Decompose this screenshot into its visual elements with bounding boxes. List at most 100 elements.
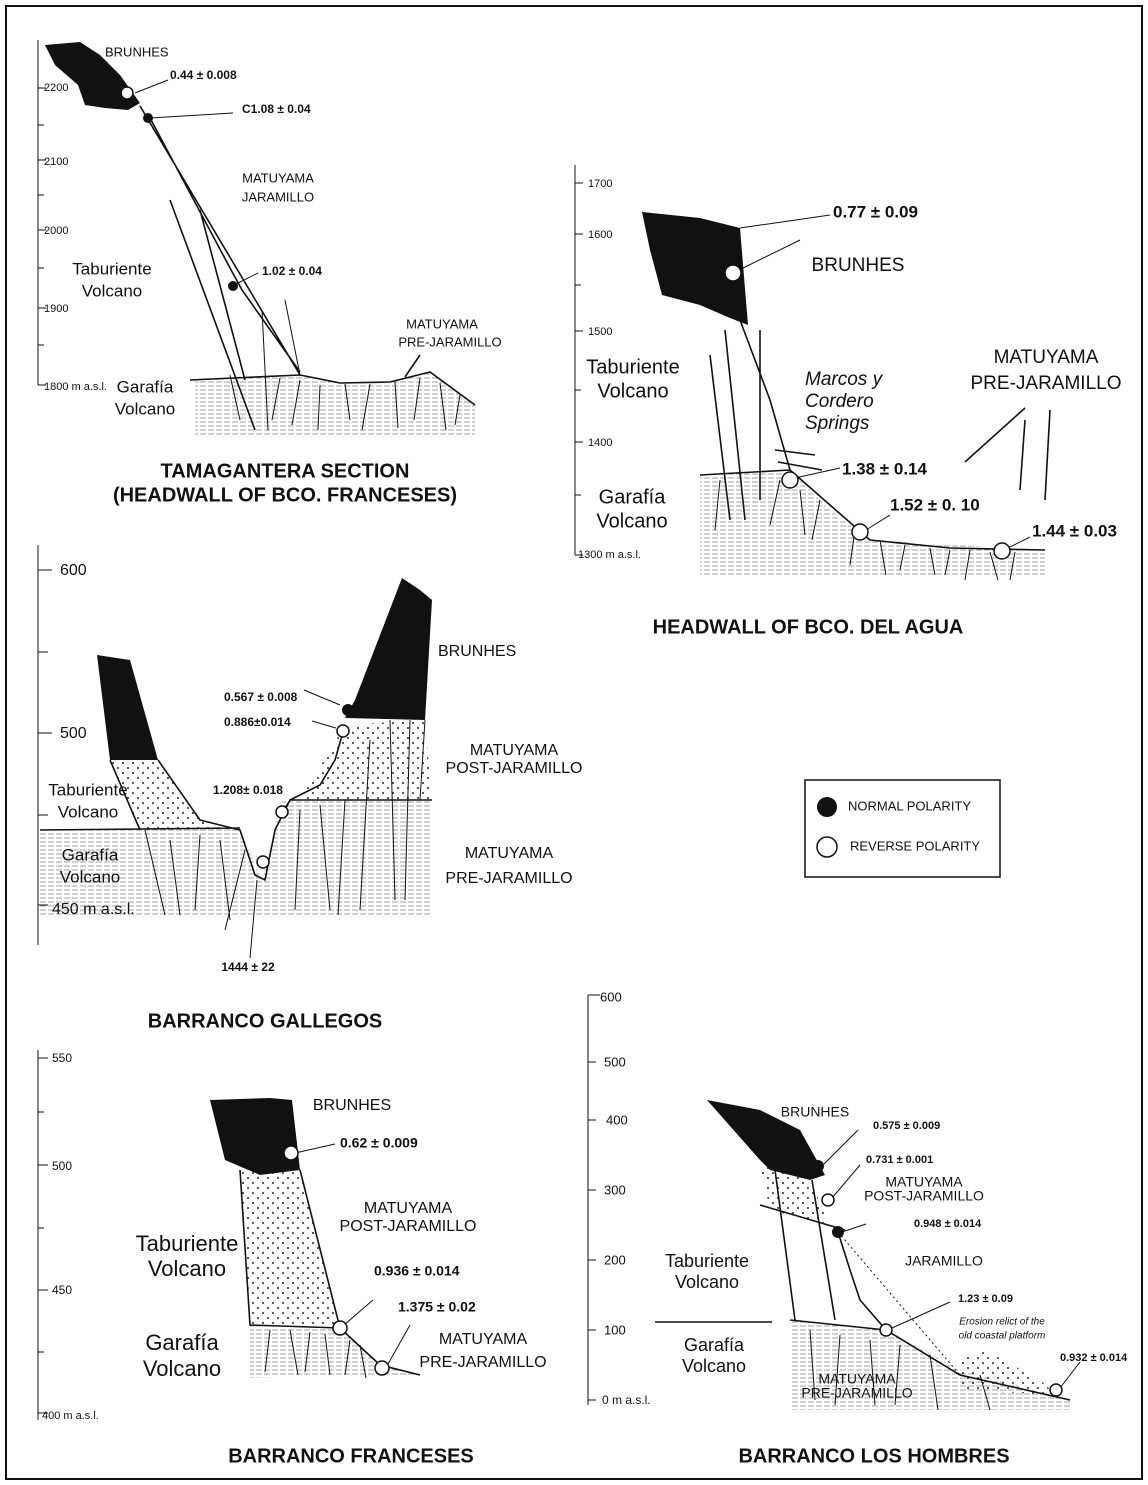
section-label: 0.44 ± 0.008 (170, 68, 237, 82)
section-label: 0.936 ± 0.014 (374, 1263, 460, 1279)
normal-site (342, 704, 354, 716)
section-label: 1.02 ± 0.04 (262, 264, 322, 278)
section-label: Taburiente (586, 356, 679, 378)
elevation-tick-label: 1900 (44, 303, 68, 315)
elevation-tick-label: 1300 m a.s.l. (578, 549, 641, 561)
section-title: BARRANCO FRANCESES (228, 1445, 474, 1467)
elevation-tick-label: 400 m a.s.l. (42, 1410, 99, 1422)
section-title: TAMAGANTERA SECTION (161, 460, 410, 482)
section-label: 1.52 ± 0. 10 (890, 495, 980, 514)
section-label: 0.575 ± 0.009 (873, 1120, 940, 1132)
elevation-tick-label: 200 (604, 1252, 626, 1267)
reverse-site (781, 471, 799, 489)
section-label: MATUYAMA (364, 1200, 453, 1217)
section-label: 1444 ± 22 (221, 960, 275, 974)
reverse-site (724, 264, 742, 282)
section-label: Volcano (60, 867, 121, 886)
section-label: Volcano (675, 1272, 739, 1292)
legend-label: NORMAL POLARITY (848, 798, 971, 813)
reverse-site (993, 542, 1011, 560)
section-label: PRE-JARAMILLO (801, 1385, 912, 1401)
section-label: MATUYAMA (465, 845, 554, 862)
section-label: Volcano (82, 281, 143, 300)
reverse-site (374, 1360, 390, 1376)
section-label: 0.77 ± 0.09 (833, 202, 918, 221)
section-label: POST-JARAMILLO (340, 1218, 477, 1235)
reverse-site (256, 855, 270, 869)
section-label: MATUYAMA (994, 347, 1099, 368)
normal-site (228, 281, 238, 291)
legend-label: REVERSE POLARITY (850, 838, 980, 853)
section-label: Taburiente (665, 1251, 749, 1271)
section-label: Taburiente (72, 259, 151, 278)
elevation-tick-label: 1400 (588, 437, 612, 449)
section-label: 1.38 ± 0.14 (842, 459, 927, 478)
elevation-tick-label: 450 (52, 1283, 72, 1297)
elevation-tick-label: 300 (604, 1182, 626, 1197)
section-label: POST-JARAMILLO (446, 760, 583, 777)
franceses-section (37, 1050, 421, 1420)
section-label: C1.08 ± 0.04 (242, 102, 311, 116)
section-label: MATUYAMA (439, 1331, 528, 1348)
section-label: PRE-JARAMILLO (398, 334, 501, 349)
section-label: MATUYAMA (470, 742, 559, 759)
elevation-tick-label: 500 (604, 1054, 626, 1069)
section-label: Volcano (58, 802, 119, 821)
elevation-tick-label: 2100 (44, 156, 68, 168)
elevation-tick-label: 1800 m a.s.l. (44, 381, 107, 393)
elevation-tick-label: 500 (52, 1159, 72, 1173)
agua-section (574, 165, 1051, 581)
section-label: Garafía (62, 845, 119, 864)
section-title: HEADWALL OF BCO. DEL AGUA (653, 616, 964, 638)
section-label: JARAMILLO (905, 1253, 983, 1269)
section-label: BRUNHES (313, 1097, 391, 1114)
elevation-tick-label: 550 (52, 1051, 72, 1065)
section-label: MATUYAMA (406, 316, 478, 331)
elevation-tick-label: 500 (60, 725, 87, 742)
legend (804, 779, 1001, 878)
section-label: Erosion relict of the (959, 1317, 1045, 1328)
reverse-site (821, 1193, 835, 1207)
normal-site (832, 1226, 844, 1238)
section-label: JARAMILLO (242, 189, 314, 204)
elevation-tick-label: 1700 (588, 178, 612, 190)
section-label: old coastal platform (959, 1331, 1046, 1342)
section-label: Volcano (143, 1356, 221, 1381)
hombres-section (587, 994, 1081, 1411)
elevation-tick-label: 600 (600, 989, 622, 1004)
elevation-tick-label: 2000 (44, 225, 68, 237)
reverse-site (1049, 1383, 1063, 1397)
section-title: BARRANCO GALLEGOS (148, 1010, 382, 1032)
reverse-site (120, 86, 134, 100)
section-label: Volcano (682, 1356, 746, 1376)
section-title: BARRANCO LOS HOMBRES (738, 1445, 1009, 1467)
reverse-site (332, 1320, 348, 1336)
normal-site (812, 1160, 824, 1172)
section-label: Springs (805, 413, 870, 434)
section-label: 0.948 ± 0.014 (914, 1218, 982, 1230)
section-label: Marcos y (805, 369, 884, 390)
section-label: Garafía (684, 1335, 745, 1355)
reverse-site (851, 523, 869, 541)
tamagantera-section (37, 40, 476, 435)
section-label: MATUYAMA (885, 1174, 963, 1190)
section-label: PRE-JARAMILLO (445, 870, 572, 887)
gallegos-section (37, 545, 432, 959)
section-label: Volcano (597, 380, 668, 402)
elevation-tick-label: 100 (604, 1322, 626, 1337)
section-label: 1.23 ± 0.09 (958, 1293, 1013, 1305)
section-label: POST-JARAMILLO (864, 1188, 984, 1204)
section-label: 0.932 ± 0.014 (1060, 1352, 1128, 1364)
section-label: 0.567 ± 0.008 (224, 690, 298, 704)
normal-site (143, 113, 153, 123)
elevation-tick-label: 2200 (44, 82, 68, 94)
section-label: BRUNHES (812, 255, 905, 276)
reverse-site (275, 805, 289, 819)
elevation-tick-label: 450 m a.s.l. (52, 901, 135, 918)
section-label: Taburiente (48, 780, 127, 799)
section-label: Taburiente (136, 1231, 239, 1256)
section-label: PRE-JARAMILLO (971, 373, 1122, 394)
section-label: 1.44 ± 0.03 (1032, 521, 1117, 540)
section-label: PRE-JARAMILLO (419, 1354, 546, 1371)
